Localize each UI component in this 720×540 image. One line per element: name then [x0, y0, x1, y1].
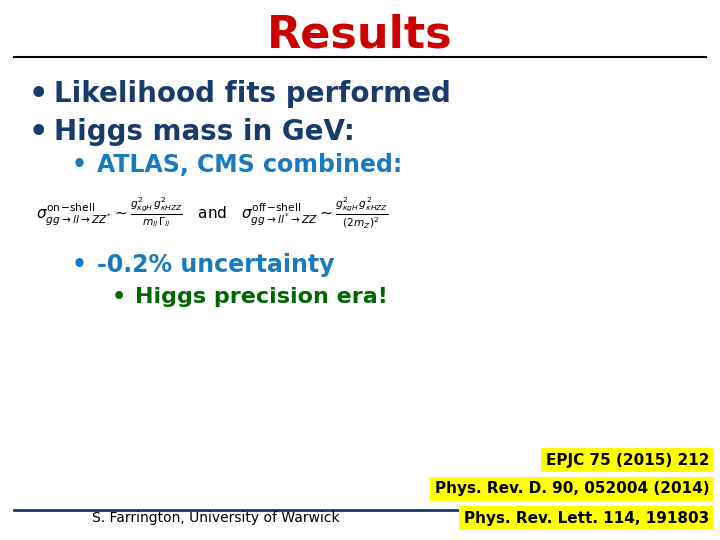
Text: S. Farrington, University of Warwick: S. Farrington, University of Warwick — [92, 511, 340, 525]
Text: •: • — [72, 153, 87, 177]
Text: •: • — [72, 253, 87, 276]
Text: Phys. Rev. D. 90, 052004 (2014): Phys. Rev. D. 90, 052004 (2014) — [435, 481, 709, 496]
Text: EPJC 75 (2015) 212: EPJC 75 (2015) 212 — [546, 453, 709, 468]
Text: Phys. Rev. Lett. 114, 191803: Phys. Rev. Lett. 114, 191803 — [464, 511, 709, 526]
Text: Results: Results — [267, 14, 453, 57]
Text: •: • — [29, 80, 48, 109]
Text: Higgs precision era!: Higgs precision era! — [135, 287, 388, 307]
Text: •: • — [29, 118, 48, 147]
Text: •: • — [112, 287, 126, 307]
Text: ATLAS, CMS combined:: ATLAS, CMS combined: — [97, 153, 402, 177]
Text: Likelihood fits performed: Likelihood fits performed — [54, 80, 451, 109]
Text: -0.2% uncertainty: -0.2% uncertainty — [97, 253, 335, 276]
Text: $\sigma_{gg\rightarrow ll\rightarrow ZZ^{*}}^{\rm on\!-\!shell} \sim \frac{g_{\k: $\sigma_{gg\rightarrow ll\rightarrow ZZ^… — [36, 195, 388, 231]
Text: Higgs mass in GeV:: Higgs mass in GeV: — [54, 118, 355, 146]
